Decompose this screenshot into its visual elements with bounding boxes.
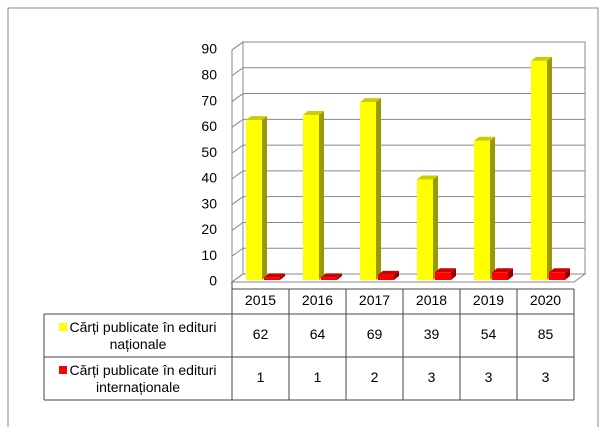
bar-top xyxy=(435,268,456,273)
table-value: 62 xyxy=(253,326,269,342)
x-tick-label: 2015 xyxy=(245,292,276,308)
bar-side xyxy=(280,273,285,280)
legend-entry: Cărți publicate în edituri naționale xyxy=(46,314,230,357)
bar-side xyxy=(319,111,324,281)
y-tick-label: 70 xyxy=(201,92,217,108)
grid-line xyxy=(231,67,585,77)
bar xyxy=(531,56,552,281)
x-tick-label: 2019 xyxy=(473,292,504,308)
bar xyxy=(378,270,399,280)
table-value: 39 xyxy=(424,326,440,342)
y-tick-label: 60 xyxy=(201,118,217,134)
bar xyxy=(549,268,570,280)
x-tick-label: 2018 xyxy=(416,292,447,308)
bar-top xyxy=(417,175,438,180)
bar xyxy=(474,136,495,280)
table-value: 1 xyxy=(257,369,265,385)
grid-line xyxy=(231,118,585,128)
table-value: 1 xyxy=(314,369,322,385)
legend-key xyxy=(59,322,68,331)
y-tick-label: 30 xyxy=(201,195,217,211)
y-tick-label: 20 xyxy=(201,221,217,237)
bar xyxy=(417,175,438,280)
bar-top xyxy=(246,116,267,121)
y-tick-label: 40 xyxy=(201,170,217,186)
bar-top xyxy=(531,56,552,61)
y-tick-label: 50 xyxy=(201,144,217,160)
bar xyxy=(303,111,324,281)
bar-side xyxy=(262,116,267,280)
y-tick-label: 10 xyxy=(201,247,217,263)
bar-top xyxy=(474,136,495,141)
table-value: 54 xyxy=(481,326,497,342)
bar xyxy=(492,268,513,280)
table-value: 69 xyxy=(367,326,383,342)
x-tick-label: 2016 xyxy=(302,292,333,308)
grid-line xyxy=(231,93,585,102)
legend-entry: Cărți publicate în edituri internațional… xyxy=(46,357,230,400)
side-wall xyxy=(231,41,244,283)
bar-front xyxy=(246,120,262,280)
bar-top xyxy=(549,268,570,273)
bar xyxy=(435,268,456,280)
bar-top xyxy=(264,273,285,278)
bar-side xyxy=(451,268,456,280)
bar-top xyxy=(378,270,399,275)
table-value: 64 xyxy=(310,326,326,342)
bar-front xyxy=(264,277,280,280)
bar-side xyxy=(508,268,513,280)
bar-top xyxy=(360,98,381,103)
grid-line xyxy=(231,144,585,154)
bar-front xyxy=(378,274,394,280)
bar-top xyxy=(303,111,324,116)
bar xyxy=(264,273,285,280)
bar-top xyxy=(321,273,342,278)
bar-front xyxy=(321,277,337,280)
bar-front xyxy=(435,272,451,280)
bar-front xyxy=(549,272,565,280)
bar-front xyxy=(531,60,547,281)
grid-line xyxy=(231,41,585,51)
y-tick-label: 0 xyxy=(209,273,217,289)
bar xyxy=(246,116,267,280)
table-value: 85 xyxy=(538,326,554,342)
bar-side xyxy=(433,175,438,280)
bar-side xyxy=(565,268,570,280)
bar-front xyxy=(360,102,376,280)
x-tick-label: 2017 xyxy=(359,292,390,308)
bar-front xyxy=(417,179,433,280)
frame xyxy=(7,7,599,427)
y-tick-label: 90 xyxy=(201,41,217,57)
legend-label: Cărți publicate în edituri naționale xyxy=(69,318,217,352)
table-value: 3 xyxy=(542,369,550,385)
x-tick-label: 2020 xyxy=(530,292,561,308)
bar-side xyxy=(394,270,399,280)
bar-side xyxy=(547,56,552,281)
grid-line xyxy=(231,170,585,180)
grid-line xyxy=(231,247,585,257)
grid-line xyxy=(231,221,585,231)
bar-side xyxy=(376,98,381,280)
bar-side xyxy=(337,273,342,280)
grid-line xyxy=(231,273,585,283)
bar-front xyxy=(474,140,490,280)
bar xyxy=(360,98,381,280)
bar-front xyxy=(492,272,508,280)
grid-line xyxy=(231,196,585,206)
y-tick-label: 80 xyxy=(201,66,217,82)
bar-front xyxy=(303,115,319,281)
bar xyxy=(321,273,342,280)
table-value: 2 xyxy=(371,369,379,385)
legend-key xyxy=(59,365,68,374)
table-value: 3 xyxy=(485,369,493,385)
legend-label: Cărți publicate în edituri internațional… xyxy=(69,361,217,395)
bar-top xyxy=(492,268,513,273)
table-value: 3 xyxy=(428,369,436,385)
bar-side xyxy=(490,136,495,280)
